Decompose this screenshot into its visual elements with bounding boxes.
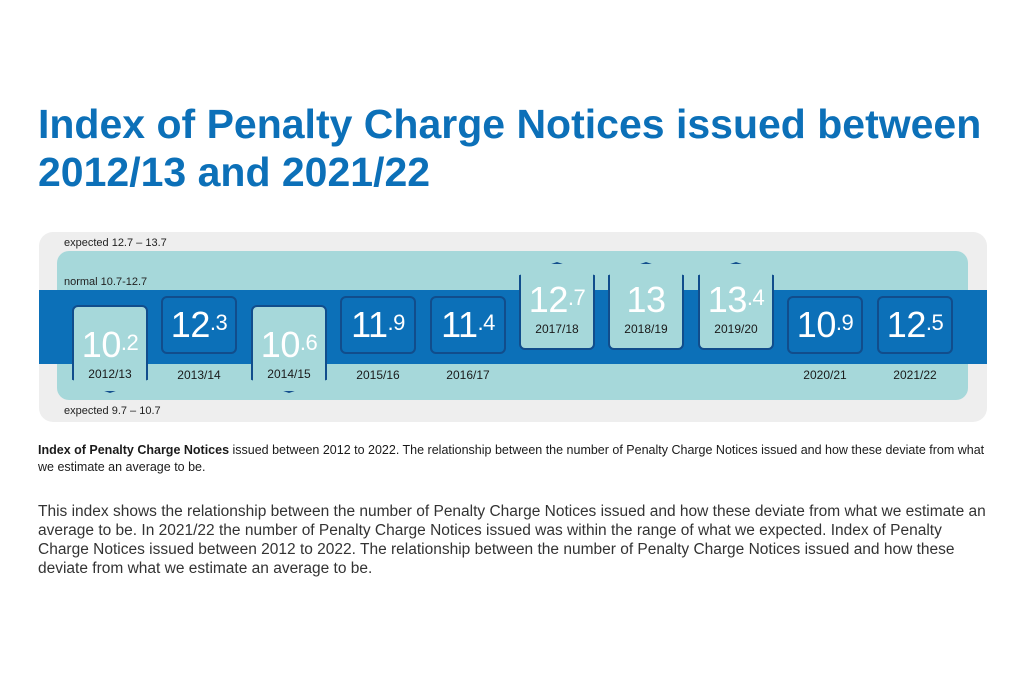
value-box-2020-21: 10.9 <box>787 296 863 354</box>
value-decimal: .4 <box>477 310 496 335</box>
value-box-2015-16: 11.9 <box>340 296 416 354</box>
value-label: 10.9 <box>789 305 861 345</box>
value-box-2018-19: 13 2018/19 <box>608 262 684 350</box>
value-label: 12.5 <box>879 305 951 345</box>
value-decimal: .4 <box>746 285 765 310</box>
value-integer: 12 <box>886 304 927 345</box>
value-label: 13 <box>610 280 682 320</box>
value-box-2019-20: 13.4 2019/20 <box>698 262 774 350</box>
value-label: 10.6 <box>253 325 325 365</box>
value-decimal: .9 <box>835 310 854 335</box>
expected-high-label: expected 12.7 – 13.7 <box>64 237 167 249</box>
year-label: 2020/21 <box>803 368 847 382</box>
value-label: 11.4 <box>432 305 504 345</box>
value-box-2014-15: 10.6 2014/15 <box>251 305 327 393</box>
value-label: 10.2 <box>74 325 146 365</box>
year-label: 2016/17 <box>446 368 490 382</box>
value-decimal: .6 <box>299 330 318 355</box>
caption-text: issued between 2012 to 2022. The relatio… <box>38 443 985 474</box>
value-integer: 13 <box>707 279 748 320</box>
value-integer: 11 <box>441 304 478 345</box>
value-integer: 10 <box>81 324 122 365</box>
value-integer: 10 <box>796 304 837 345</box>
value-box-2012-13: 10.2 2012/13 <box>72 305 148 393</box>
value-box-2016-17: 11.4 <box>430 296 506 354</box>
value-decimal: .3 <box>209 310 228 335</box>
figure-caption: Index of Penalty Charge Notices issued b… <box>38 442 988 476</box>
value-integer: 11 <box>351 304 388 345</box>
year-label: 2015/16 <box>356 368 400 382</box>
year-label: 2017/18 <box>535 322 579 336</box>
year-label: 2012/13 <box>88 367 132 381</box>
value-label: 12.3 <box>163 305 235 345</box>
body-paragraph: This index shows the relationship betwee… <box>38 503 986 577</box>
value-integer: 12 <box>170 304 211 345</box>
value-box-2017-18: 12.7 2017/18 <box>519 262 595 350</box>
year-label: 2019/20 <box>714 322 758 336</box>
value-label: 11.9 <box>342 305 414 345</box>
value-decimal: .7 <box>567 285 586 310</box>
value-integer: 13 <box>626 279 666 320</box>
value-decimal: .5 <box>925 310 944 335</box>
value-integer: 12 <box>528 279 569 320</box>
value-label: 13.4 <box>700 280 772 320</box>
year-label: 2014/15 <box>267 367 311 381</box>
value-decimal: .2 <box>120 330 139 355</box>
value-integer: 10 <box>260 324 301 365</box>
value-box-2013-14: 12.3 <box>161 296 237 354</box>
value-label: 12.7 <box>521 280 593 320</box>
year-label: 2018/19 <box>624 322 668 336</box>
page-title: Index of Penalty Charge Notices issued b… <box>38 101 982 195</box>
caption-bold: Index of Penalty Charge Notices <box>38 443 230 457</box>
expected-low-label: expected 9.7 – 10.7 <box>64 405 161 417</box>
year-label: 2013/14 <box>177 368 221 382</box>
normal-label: normal 10.7-12.7 <box>64 276 148 288</box>
value-decimal: .9 <box>387 310 406 335</box>
value-box-2021-22: 12.5 <box>877 296 953 354</box>
year-label: 2021/22 <box>893 368 937 382</box>
